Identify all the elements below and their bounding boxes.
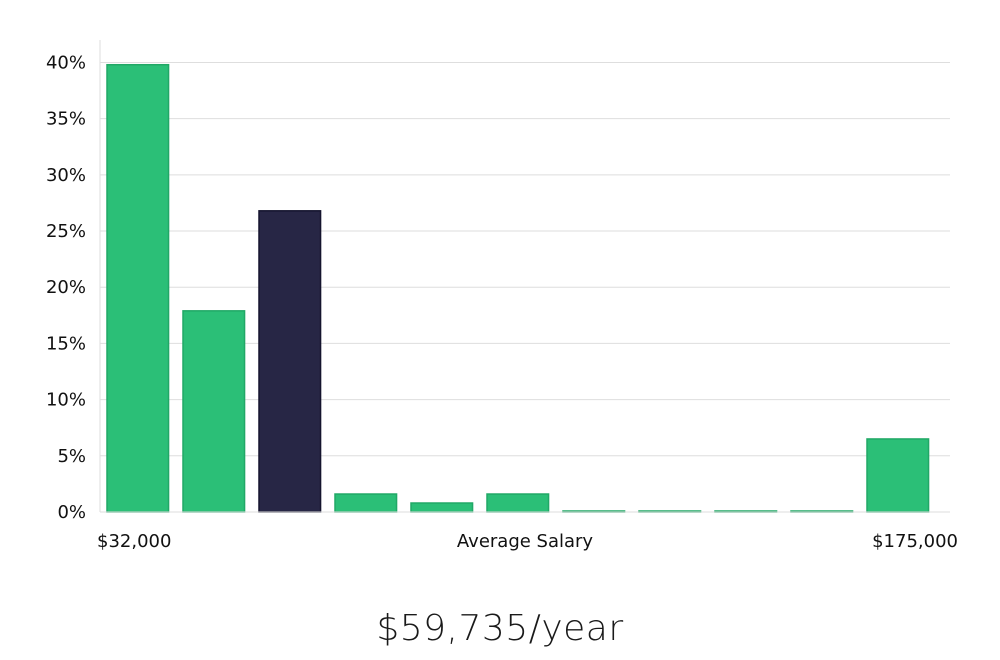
y-tick-label: 25% bbox=[46, 221, 86, 242]
bar bbox=[106, 63, 170, 513]
bars bbox=[106, 63, 930, 513]
x-axis-title: Average Salary bbox=[457, 531, 594, 552]
y-tick-label: 0% bbox=[57, 502, 86, 523]
y-tick-label: 20% bbox=[46, 277, 86, 298]
y-tick-label: 40% bbox=[46, 52, 86, 73]
y-tick-label: 30% bbox=[46, 165, 86, 186]
x-start-label: $32,000 bbox=[97, 531, 171, 552]
bar bbox=[182, 310, 246, 513]
salary-histogram: 0% 5% 10% 15% 20% 25% 30% 35% 40% $32,000 Averag… bbox=[46, 40, 958, 552]
y-tick-label: 5% bbox=[57, 446, 86, 467]
average-salary-caption: $59,735/year bbox=[376, 608, 624, 649]
y-tick-labels: 0% 5% 10% 15% 20% 25% 30% 35% 40% bbox=[46, 52, 86, 523]
bar bbox=[410, 502, 474, 513]
bar-highlighted bbox=[258, 210, 322, 513]
y-tick-label: 10% bbox=[46, 390, 86, 411]
x-end-label: $175,000 bbox=[872, 531, 958, 552]
y-tick-label: 15% bbox=[46, 333, 86, 354]
bar bbox=[486, 493, 550, 513]
bar bbox=[866, 438, 930, 513]
bar bbox=[334, 493, 398, 513]
y-tick-label: 35% bbox=[46, 109, 86, 130]
